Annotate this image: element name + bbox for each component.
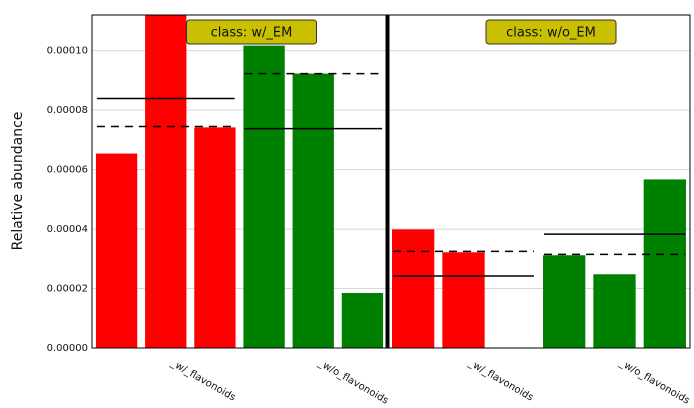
x-tick-label: _w/_flavonoids bbox=[168, 357, 237, 403]
panel-title: class: w/o_EM bbox=[506, 26, 596, 41]
y-tick-label: 0.00006 bbox=[47, 165, 88, 176]
bar bbox=[593, 274, 636, 348]
bars bbox=[95, 15, 384, 348]
x-tick-label: _w/_flavonoids bbox=[466, 357, 535, 403]
bar bbox=[392, 229, 435, 348]
y-tick-label: 0.00000 bbox=[47, 343, 88, 354]
bar bbox=[442, 252, 485, 348]
bar bbox=[643, 179, 686, 348]
y-tick-label: 0.00002 bbox=[47, 284, 88, 295]
bar bbox=[543, 255, 586, 348]
x-tick-label: _w/o_flavonoids bbox=[315, 357, 390, 406]
y-tick-label: 0.00004 bbox=[47, 224, 88, 235]
bar bbox=[292, 73, 334, 348]
bar bbox=[145, 15, 187, 348]
bar bbox=[243, 45, 285, 348]
bar bbox=[194, 127, 236, 348]
title-box bbox=[485, 19, 617, 45]
y-tick-label: 0.00010 bbox=[47, 46, 88, 57]
bar bbox=[341, 292, 384, 348]
y-tick-label: 0.00008 bbox=[47, 105, 88, 116]
x-tick-label: _w/o_flavonoids bbox=[617, 357, 692, 406]
title-box bbox=[186, 19, 317, 45]
y-axis-label: Relative abundance bbox=[10, 112, 26, 251]
panel-title: class: w/_EM bbox=[211, 26, 293, 41]
bars bbox=[392, 179, 686, 348]
bar bbox=[95, 153, 138, 348]
